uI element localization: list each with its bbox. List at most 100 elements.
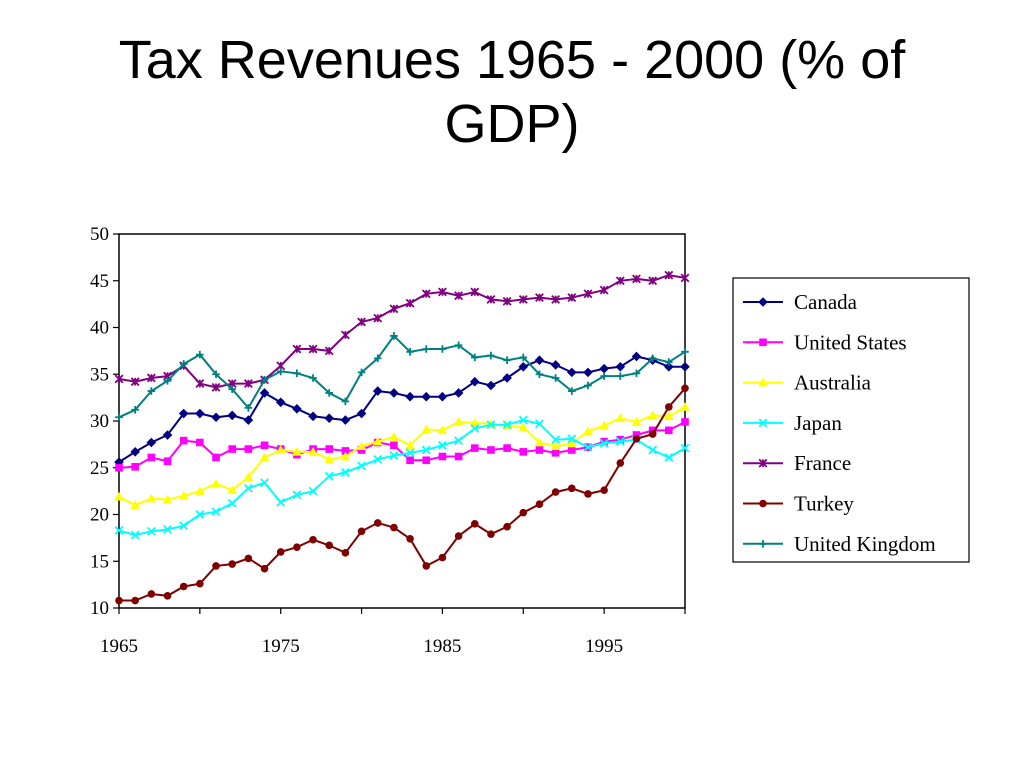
data-point [130,500,140,509]
data-point [503,356,511,365]
data-point [567,438,577,448]
data-point [405,391,415,402]
data-point [551,374,560,382]
x-tick-label: 1985 [423,636,461,657]
data-point [437,440,447,450]
legend-item-japan: Japan [743,411,842,435]
data-point [438,345,447,353]
data-point [600,372,608,380]
data-point [680,402,690,411]
data-point [470,444,479,452]
data-point [664,270,674,280]
data-point [583,442,593,452]
data-point [584,490,592,498]
series-line [118,419,686,537]
data-point [421,289,431,299]
y-axis: 10 15 20 25 30 35 40 45 50 [90,224,119,619]
y-tick-label: 35 [90,364,109,385]
data-point [276,548,285,556]
data-point [195,408,205,419]
data-point [308,447,318,456]
data-point [584,381,592,390]
legend-label: United States [794,330,907,354]
data-point [454,341,463,350]
data-point [616,459,625,467]
data-point [502,373,512,383]
data-point [244,554,253,563]
data-point [519,353,528,362]
data-point [260,478,269,488]
legend-swatch-marker [758,377,768,387]
data-point [454,291,464,301]
data-point [292,344,302,354]
data-point [583,367,593,378]
y-tick-label: 20 [90,505,109,526]
data-point [551,448,560,457]
data-point [244,445,253,453]
data-point [146,526,156,536]
data-point [599,363,609,374]
legend-swatch-marker [758,418,768,428]
data-point [518,295,528,304]
data-point [535,446,544,454]
legend-label: United Kingdom [794,532,936,556]
data-point [309,535,317,544]
data-point [615,413,626,422]
data-point [340,330,350,340]
series-line [118,334,686,419]
data-point [324,471,334,481]
data-point [243,472,254,481]
data-point [115,463,123,472]
data-point [551,295,561,304]
data-point [324,346,334,356]
data-point [325,445,334,453]
data-point [243,379,253,389]
data-point [534,437,545,447]
data-point [454,532,463,540]
legend-swatch-marker [759,499,767,508]
data-point [437,391,448,402]
data-point [115,596,123,605]
data-point [518,361,529,372]
data-point [372,436,383,446]
data-point [373,313,383,323]
data-point [487,446,495,454]
data-point [163,592,172,600]
legend-label: Japan [794,411,842,435]
data-point [681,418,689,426]
data-point [341,397,350,406]
legend-label: Australia [794,371,872,395]
legend-box [732,277,970,563]
data-point [647,410,658,420]
data-point [357,527,366,536]
data-point [503,522,511,531]
legend-item-canada: Canada [743,290,858,314]
data-point [372,386,383,396]
data-point [470,424,480,433]
data-point [437,425,448,435]
data-point [648,445,658,455]
data-point [664,361,674,372]
data-point [373,454,383,464]
data-point [196,350,204,359]
data-point [292,490,302,500]
data-point [162,494,173,504]
data-point [535,500,544,509]
data-point [115,413,123,422]
x-tick-label: 1975 [262,636,300,657]
data-point [131,596,139,605]
data-point [453,417,464,426]
data-point [260,441,269,450]
data-point [390,523,398,532]
legend-item-australia: Australia [743,371,872,395]
data-point [681,384,689,393]
data-point [632,434,641,443]
data-point [551,435,561,445]
data-point [664,411,674,421]
data-point [518,422,529,432]
data-point [616,372,625,380]
data-point [487,530,495,538]
data-point [534,355,545,366]
data-point [146,373,156,383]
data-point [406,535,414,543]
